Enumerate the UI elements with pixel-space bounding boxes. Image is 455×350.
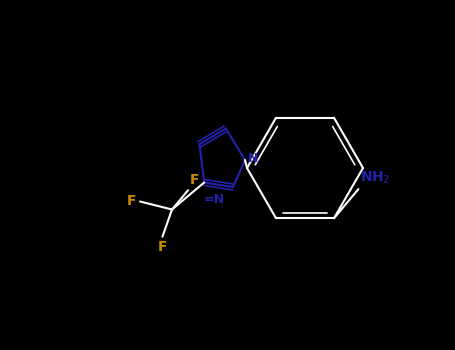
Text: NH$_2$: NH$_2$ (360, 170, 391, 186)
Text: N: N (248, 152, 258, 164)
Text: F: F (158, 240, 167, 254)
Text: =N: =N (204, 193, 225, 206)
Text: F: F (190, 173, 200, 187)
Text: F: F (126, 195, 136, 209)
